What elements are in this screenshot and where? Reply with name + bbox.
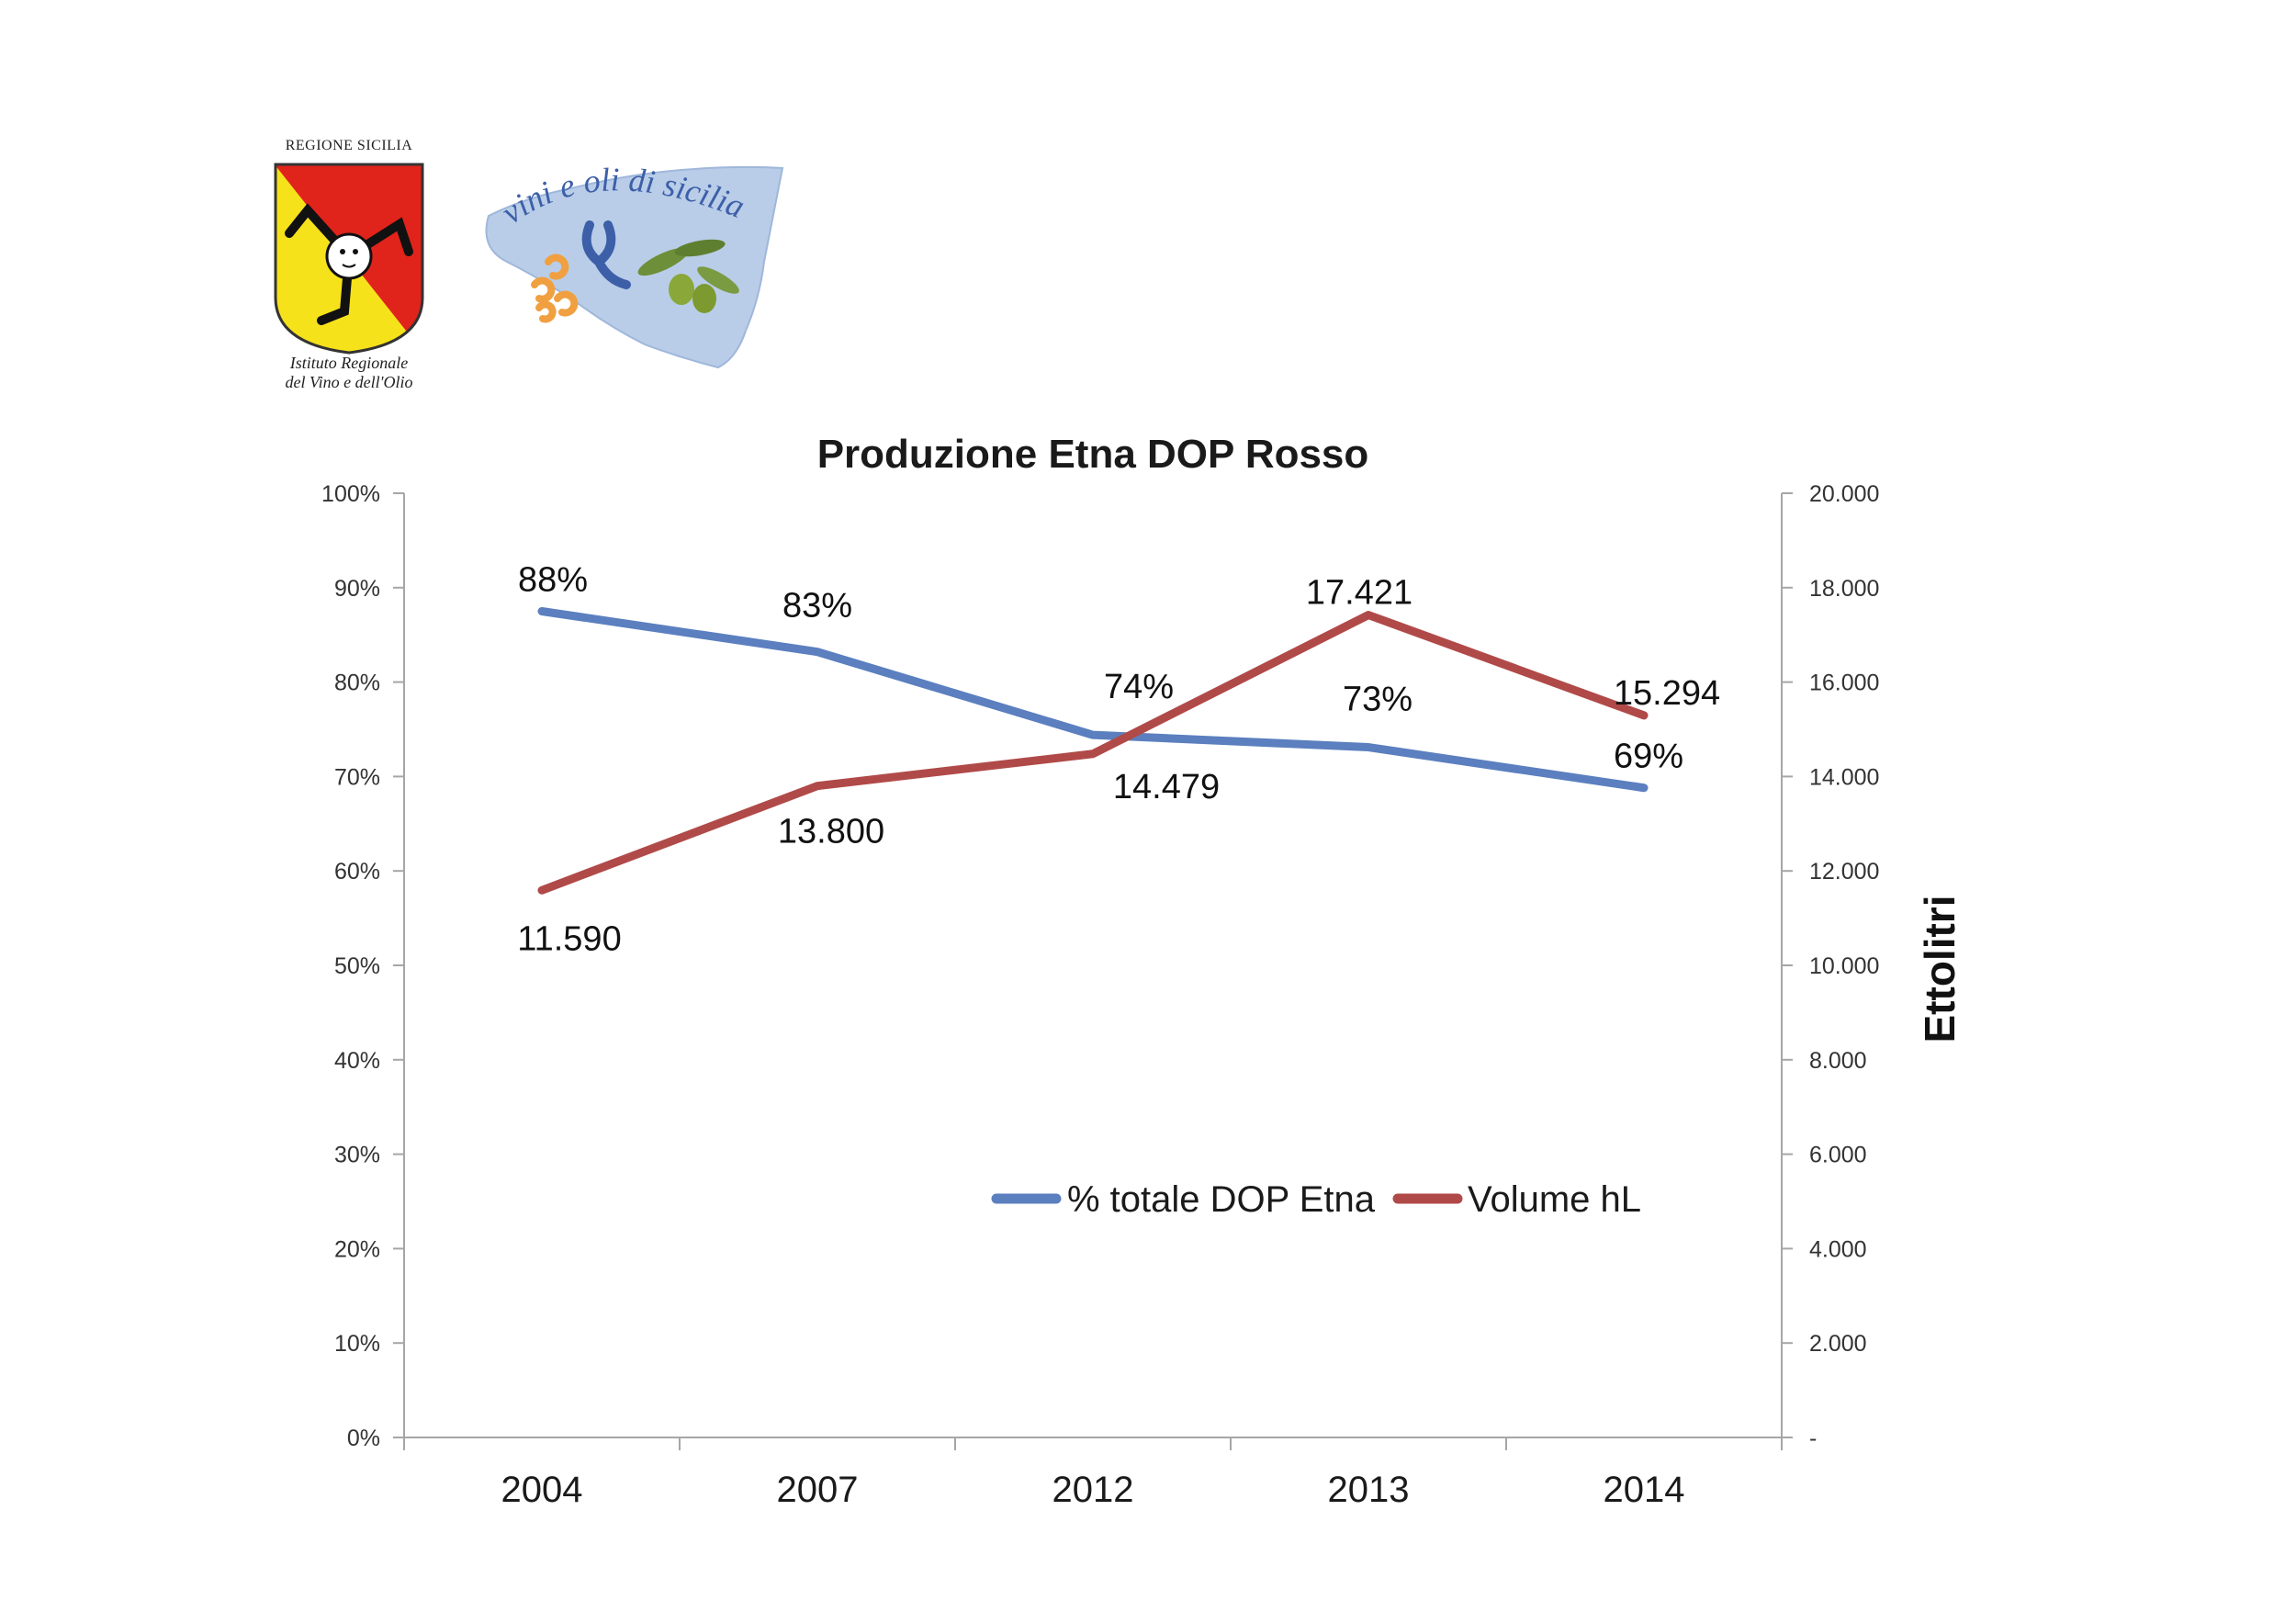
y-right-tick-label: 16.000	[1809, 671, 1879, 696]
y-right-tick-label: 14.000	[1809, 764, 1879, 790]
x-tick-label: 2012	[1052, 1470, 1134, 1510]
y-right-tick-label: 4.000	[1809, 1236, 1867, 1262]
y-left-tick-label: 0%	[347, 1426, 380, 1451]
x-tick-label: 2014	[1604, 1470, 1685, 1510]
y-right-tick-label: 20.000	[1809, 481, 1879, 507]
logo-regione-top-text: REGIONE SICILIA	[285, 138, 413, 153]
logo-regione-bottom-text: Istituto Regionale del Vino e dell'Olio	[262, 354, 436, 392]
series-lines	[537, 607, 1649, 895]
data-label-volume: 13.800	[778, 813, 884, 851]
data-labels: 88% 83% 74% 73% 69% 11.590 13.800 14.479 17.421 1…	[517, 561, 1720, 959]
y-left-tick-label: 20%	[334, 1236, 380, 1262]
y-right-tick-label: 8.000	[1809, 1048, 1867, 1074]
y-right-tick-label: 2.000	[1809, 1331, 1867, 1357]
y-left-tick-label: 80%	[334, 671, 380, 696]
chart-legend: % totale DOP Etna Volume hL	[991, 1179, 1641, 1220]
x-tick-label: 2004	[501, 1470, 583, 1510]
chart-title: Produzione Etna DOP Rosso	[816, 432, 1369, 477]
y-left-tick-label: 100%	[321, 481, 380, 507]
series-line-volume	[537, 611, 1649, 895]
y-right-tick-label: 6.000	[1809, 1143, 1867, 1168]
data-label-volume: 14.479	[1113, 768, 1220, 806]
data-label-volume: 11.590	[517, 919, 621, 958]
logo-regione-bottom-line2: del Vino e dell'Olio	[285, 373, 413, 391]
regione-sicilia-logo: REGIONE SICILIA Istituto Regionale del V…	[262, 138, 436, 400]
x-tick-label: 2013	[1328, 1470, 1410, 1510]
data-label-percent: 88%	[518, 561, 588, 600]
chart-axes	[403, 493, 1783, 1438]
y-left-tick-label: 50%	[334, 953, 380, 979]
y-axis-right-title: Ettolitri	[1916, 896, 1964, 1043]
y-left-tick-label: 60%	[334, 859, 380, 885]
y-left-tick-label: 40%	[334, 1048, 380, 1074]
trinacria-glyph-icon	[581, 220, 631, 289]
y-right-tick-label: 18.000	[1809, 576, 1879, 602]
y-left-tick-label: 10%	[334, 1331, 380, 1357]
data-label-percent: 83%	[782, 587, 852, 626]
vini-e-oli-logo: vini e oli di sicilia	[485, 161, 784, 369]
data-label-percent: 73%	[1343, 681, 1412, 719]
y-left-tick-label: 70%	[334, 764, 380, 790]
y-right-tick-label: 10.000	[1809, 953, 1879, 979]
legend-label-volume: Volume hL	[1468, 1179, 1641, 1220]
trinacria-shield-icon	[274, 163, 424, 355]
data-label-percent: 74%	[1104, 668, 1174, 706]
series-line-percent	[537, 607, 1649, 793]
data-label-volume: 17.421	[1306, 574, 1412, 613]
y-right-tick-label: 12.000	[1809, 859, 1879, 885]
y-axis-left-ticks: 0% 10% 20% 30% 40% 50% 60% 70% 80% 90% 100%	[321, 481, 404, 1451]
legend-label-percent: % totale DOP Etna	[1067, 1179, 1376, 1220]
y-right-tick-label: -	[1809, 1426, 1817, 1451]
olive-branch-icon	[637, 239, 739, 313]
x-axis-ticks: 2004 2007 2012 2013 2014	[403, 1437, 1783, 1510]
y-axis-right-ticks: - 2.000 4.000 6.000 8.000 10.000 12.000 14.000 1…	[1782, 481, 1879, 1451]
y-left-tick-label: 90%	[334, 576, 380, 602]
logo-regione-bottom-line1: Istituto Regionale	[289, 354, 409, 372]
data-label-volume: 15.294	[1614, 674, 1720, 713]
orange-swirls-icon	[531, 254, 579, 323]
data-label-percent: 69%	[1614, 738, 1683, 776]
x-tick-label: 2007	[777, 1470, 859, 1510]
y-left-tick-label: 30%	[334, 1143, 380, 1168]
